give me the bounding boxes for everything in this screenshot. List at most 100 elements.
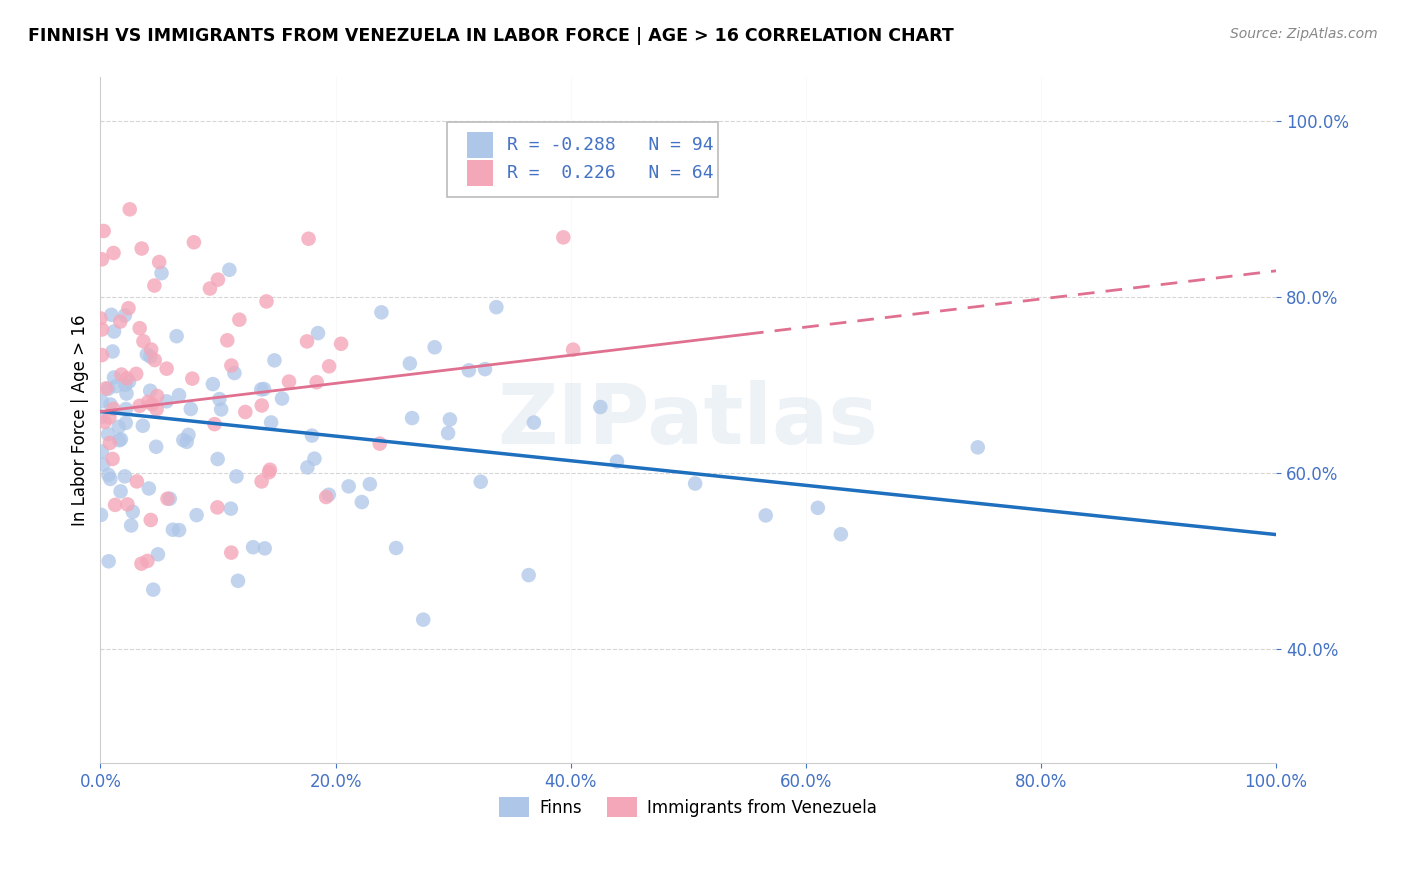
Point [101, 344, 124, 359]
Point [104, 498, 127, 512]
Point [250, 475, 273, 489]
Point [242, 540, 264, 554]
Point [330, 336, 353, 351]
Point [156, 361, 179, 376]
Point [89, 311, 111, 326]
Point [301, 428, 323, 442]
Point [131, 557, 153, 571]
Point [125, 475, 148, 489]
Point [260, 416, 283, 430]
Point [204, 417, 226, 431]
Point [474, 362, 496, 376]
Point [201, 377, 224, 392]
Point [166, 329, 188, 343]
Point [315, 490, 337, 504]
Point [225, 469, 247, 483]
Point [485, 300, 508, 314]
Point [107, 420, 129, 434]
Point [457, 363, 479, 377]
Point [118, 375, 141, 389]
Point [562, 343, 585, 357]
Point [198, 281, 221, 295]
Point [93, 415, 115, 429]
Point [93, 224, 115, 238]
Point [120, 518, 142, 533]
Point [183, 235, 205, 250]
Point [208, 392, 231, 406]
Point [97, 554, 120, 568]
Point [128, 321, 150, 335]
Point [110, 432, 132, 446]
Legend: Finns, Immigrants from Venezuela: Finns, Immigrants from Venezuela [494, 791, 883, 823]
Point [253, 541, 276, 556]
Point [830, 527, 852, 541]
Point [132, 418, 155, 433]
Point [385, 541, 408, 555]
Point [186, 508, 208, 522]
Point [125, 367, 148, 381]
Point [155, 394, 177, 409]
Point [297, 460, 319, 475]
Point [91, 322, 114, 336]
Point [305, 375, 328, 389]
Point [278, 375, 301, 389]
Point [138, 482, 160, 496]
Point [304, 451, 326, 466]
Point [115, 402, 138, 417]
Point [250, 399, 273, 413]
Point [606, 454, 628, 468]
Point [807, 500, 830, 515]
FancyBboxPatch shape [447, 122, 717, 197]
Point [91, 348, 114, 362]
Point [121, 505, 143, 519]
Point [271, 392, 294, 406]
Point [207, 500, 229, 515]
Point [221, 359, 243, 373]
Point [110, 368, 132, 382]
Point [128, 399, 150, 413]
Point [117, 301, 139, 316]
Point [143, 353, 166, 368]
Point [91, 458, 114, 472]
Point [167, 388, 190, 402]
Point [589, 400, 612, 414]
Point [115, 386, 138, 401]
Point [114, 309, 136, 323]
Point [135, 347, 157, 361]
Point [100, 308, 122, 322]
Point [207, 452, 229, 467]
Point [141, 397, 163, 411]
Point [103, 370, 125, 384]
Point [103, 325, 125, 339]
Point [100, 397, 122, 411]
Point [368, 436, 391, 450]
Point [115, 371, 138, 385]
Bar [467, 132, 494, 158]
Point [97, 382, 120, 396]
Point [523, 416, 546, 430]
Point [217, 334, 239, 348]
Point [97, 427, 120, 442]
Point [159, 491, 181, 506]
Point [145, 440, 167, 454]
Point [401, 411, 423, 425]
Point [162, 523, 184, 537]
Point [295, 334, 318, 349]
Point [141, 343, 163, 357]
Point [318, 359, 340, 374]
Point [98, 436, 121, 450]
Point [337, 479, 360, 493]
Point [114, 377, 136, 392]
Point [150, 266, 173, 280]
Point [101, 451, 124, 466]
Point [439, 412, 461, 426]
Point [148, 255, 170, 269]
Point [259, 463, 281, 477]
Point [110, 315, 132, 329]
Point [118, 202, 141, 217]
Point [143, 278, 166, 293]
Point [103, 401, 125, 416]
Point [219, 546, 242, 560]
Point [142, 582, 165, 597]
Point [139, 384, 162, 398]
